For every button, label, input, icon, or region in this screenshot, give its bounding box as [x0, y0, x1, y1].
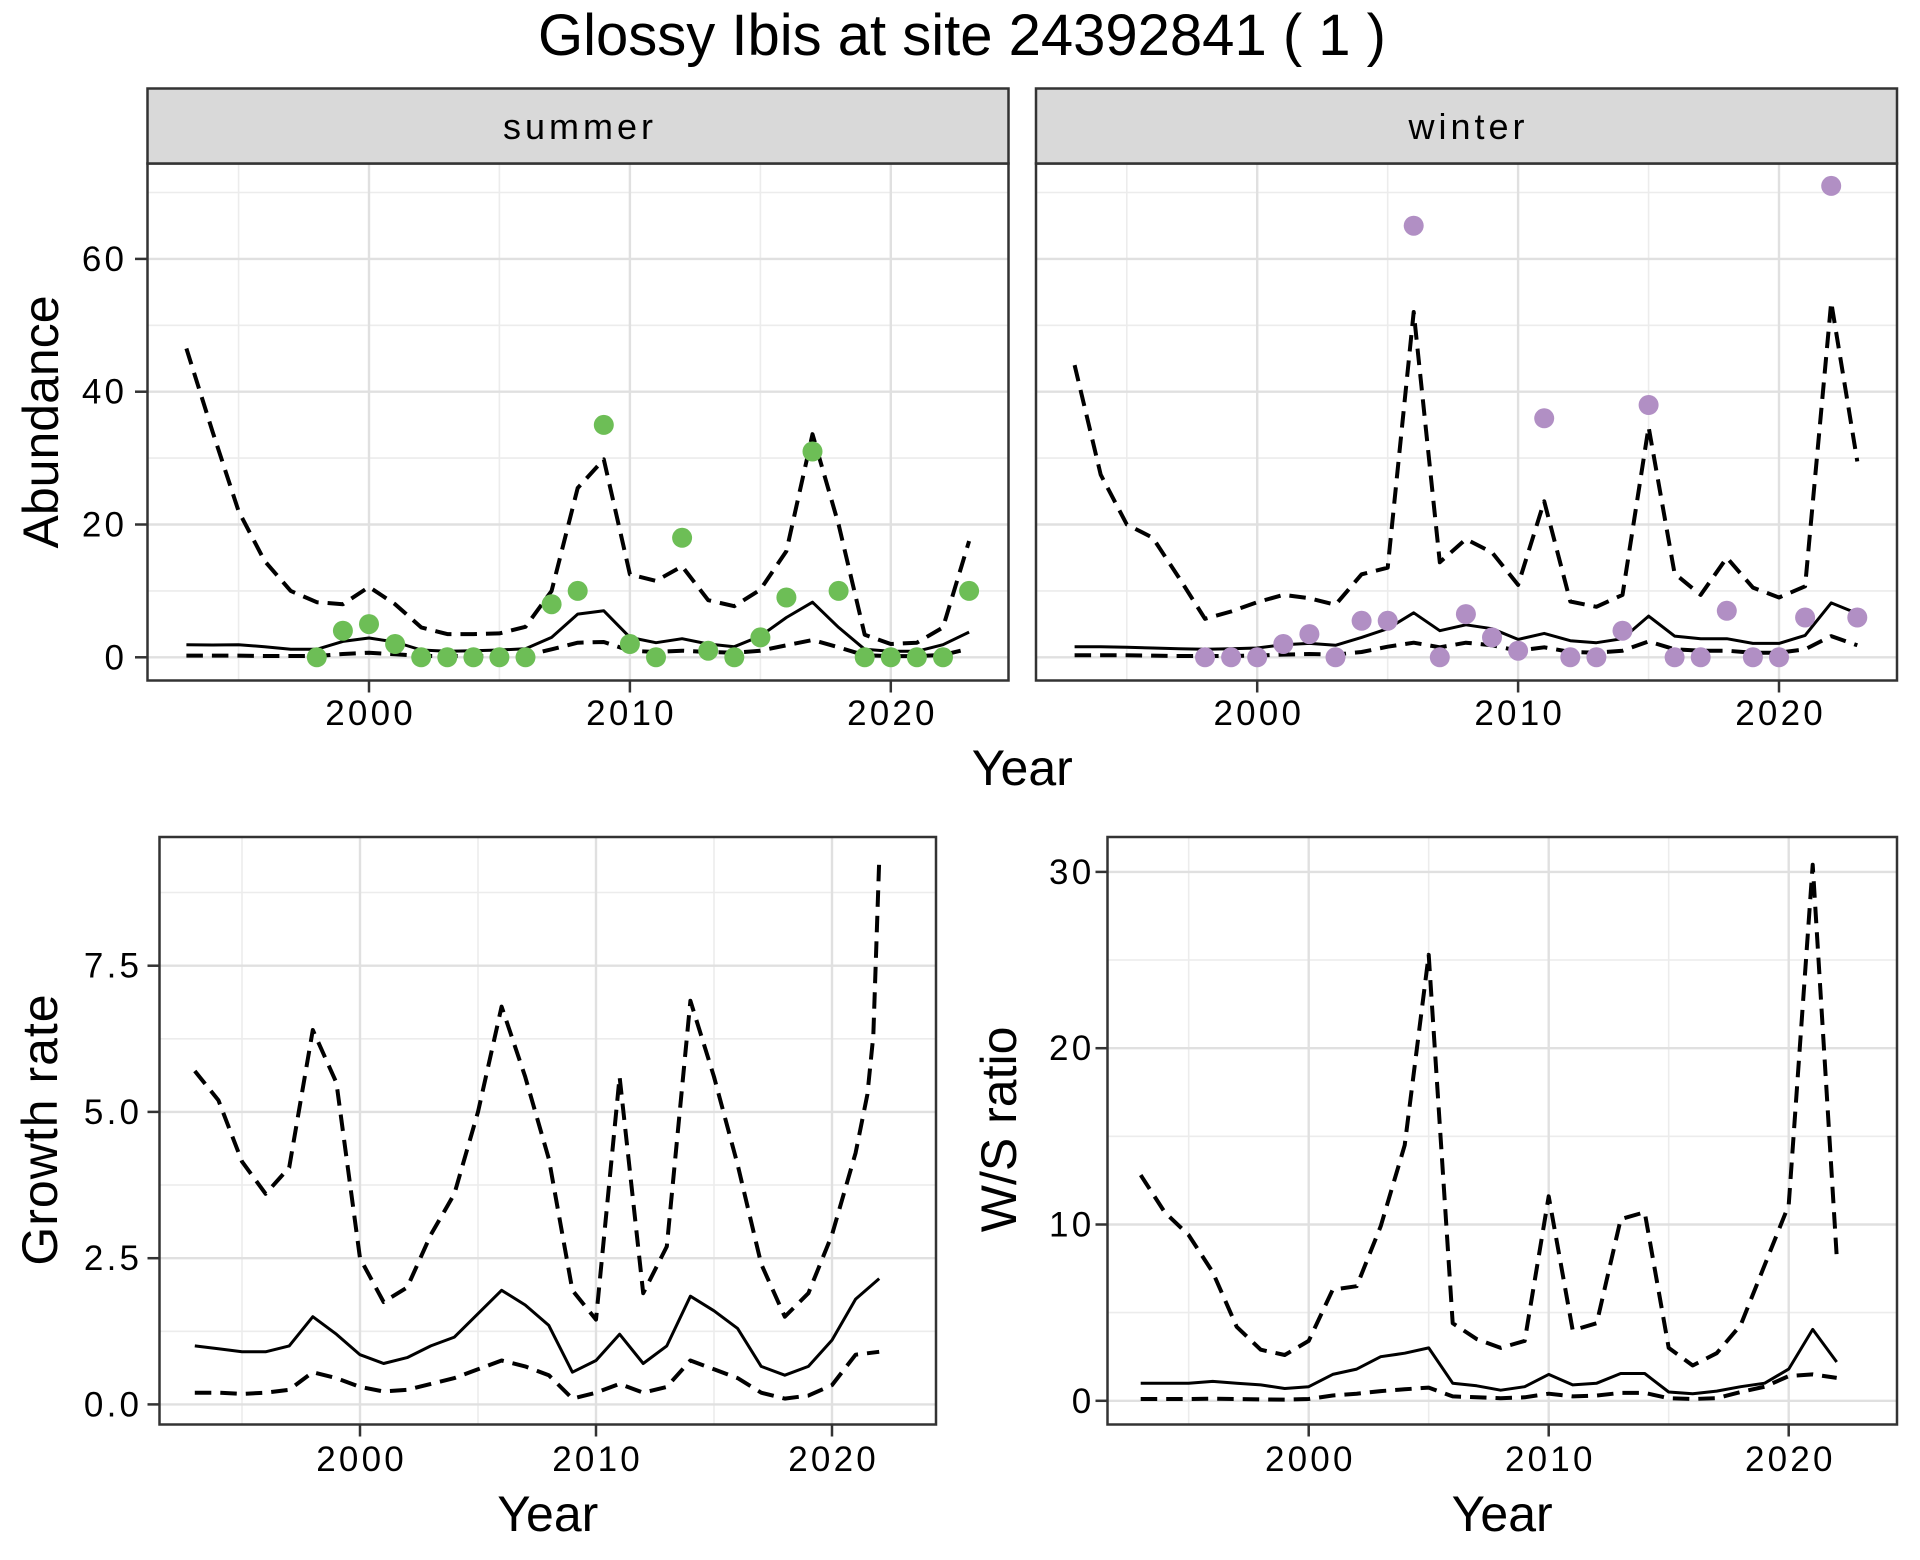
- svg-text:0.0: 0.0: [84, 1385, 142, 1424]
- svg-text:2000: 2000: [325, 694, 416, 733]
- svg-text:10: 10: [1049, 1206, 1094, 1245]
- svg-text:2010: 2010: [586, 694, 677, 733]
- svg-text:5.0: 5.0: [84, 1093, 142, 1132]
- svg-text:2010: 2010: [552, 1440, 643, 1479]
- svg-text:2000: 2000: [316, 1440, 407, 1479]
- svg-text:40: 40: [82, 373, 127, 412]
- svg-text:2020: 2020: [1745, 1440, 1836, 1479]
- svg-text:Year: Year: [972, 740, 1073, 796]
- svg-text:Glossy Ibis at site 24392841 (: Glossy Ibis at site 24392841 ( 1 ): [538, 3, 1386, 68]
- svg-text:20: 20: [1049, 1029, 1094, 1068]
- svg-text:2020: 2020: [788, 1440, 879, 1479]
- svg-text:summer: summer: [503, 106, 657, 147]
- svg-text:2000: 2000: [1265, 1440, 1356, 1479]
- svg-text:Year: Year: [1452, 1486, 1553, 1542]
- svg-text:Abundance: Abundance: [13, 295, 69, 548]
- svg-text:2010: 2010: [1474, 694, 1565, 733]
- svg-text:winter: winter: [1407, 106, 1528, 147]
- svg-text:2020: 2020: [1735, 694, 1826, 733]
- svg-text:W/S ratio: W/S ratio: [971, 1027, 1027, 1233]
- svg-text:2010: 2010: [1505, 1440, 1596, 1479]
- svg-text:2.5: 2.5: [84, 1239, 142, 1278]
- svg-text:7.5: 7.5: [84, 947, 142, 986]
- svg-text:2020: 2020: [847, 694, 938, 733]
- svg-text:2000: 2000: [1213, 694, 1304, 733]
- svg-text:20: 20: [82, 506, 127, 545]
- svg-text:0: 0: [1072, 1382, 1095, 1421]
- svg-text:60: 60: [82, 240, 127, 279]
- svg-text:0: 0: [105, 638, 128, 677]
- svg-text:Growth rate: Growth rate: [12, 993, 68, 1265]
- svg-text:30: 30: [1049, 853, 1094, 892]
- svg-text:Year: Year: [497, 1486, 598, 1542]
